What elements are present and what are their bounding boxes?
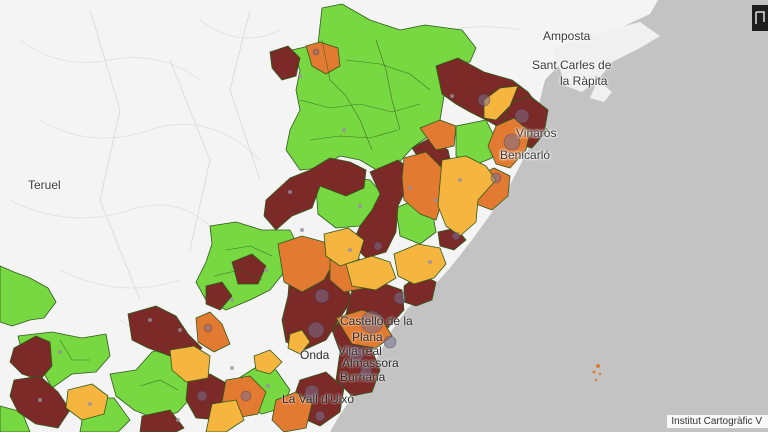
circle-vilareal xyxy=(347,345,365,363)
region-yellow-south-center xyxy=(205,399,245,432)
circle-sw4 xyxy=(203,323,213,333)
circle-ne2 xyxy=(514,108,530,124)
region-maroon-central-west xyxy=(263,157,367,231)
region-yellow-west xyxy=(169,345,211,383)
place-label-la-vall-duixo: La Vall d'Uixó xyxy=(282,392,355,406)
ebro-delta xyxy=(552,22,660,92)
circle-sw2 xyxy=(240,390,252,402)
place-label-benicarlo: Benicarló xyxy=(500,148,551,162)
circle-vinaros xyxy=(503,133,521,151)
region-maroon-north-top xyxy=(269,45,301,81)
circle-mid1 xyxy=(314,288,330,304)
region-yellow-coast xyxy=(393,243,447,285)
place-label-almassora: Almassora xyxy=(342,356,399,370)
circle-castello xyxy=(360,310,384,334)
region-orange-bottom-coast xyxy=(271,391,313,432)
place-label-castello-2: Plana xyxy=(352,330,383,344)
region-green-far-west xyxy=(0,265,57,327)
place-label-castello-1: Castelló de la xyxy=(340,314,413,328)
circle-northeast xyxy=(477,93,491,107)
circle-mid3 xyxy=(373,241,383,251)
place-label-vinaros: Vinaròs xyxy=(516,126,557,140)
circle-mid4 xyxy=(451,231,461,241)
circle-benicarlo xyxy=(490,172,502,184)
fullscreen-icon xyxy=(755,11,765,24)
map-attribution: Institut Cartogràfic V xyxy=(667,415,768,428)
circle-sw1 xyxy=(196,390,208,402)
region-maroon-south-bottom xyxy=(139,409,185,432)
region-yellow-benicarlo xyxy=(437,155,497,237)
place-label-burriana: Burriana xyxy=(340,370,386,384)
circle-mid2 xyxy=(393,291,407,305)
circle-north1 xyxy=(312,48,320,56)
circle-burriana xyxy=(359,365,373,379)
region-yellow-southwest xyxy=(65,383,109,421)
region-yellow-small-west xyxy=(253,349,283,375)
place-label-sant-carles-1: Sant Carles de xyxy=(532,58,612,72)
place-label-sant-carles-2: la Ràpita xyxy=(560,74,608,88)
place-label-teruel: Teruel xyxy=(28,178,61,192)
circle-sw3 xyxy=(314,410,326,422)
region-orange-vinaros xyxy=(419,119,457,151)
region-maroon-west-margin xyxy=(9,335,53,381)
region-orange-west xyxy=(195,311,231,353)
circle-onda xyxy=(307,321,325,339)
region-green-far-left-bottom xyxy=(0,405,31,432)
region-maroon-west-small xyxy=(231,253,267,285)
place-label-vila-real: Vila-real xyxy=(338,344,382,358)
circle-valldiuxo xyxy=(304,384,320,400)
map-control-button[interactable] xyxy=(752,5,768,31)
region-orange-inland xyxy=(277,235,335,293)
circle-almassora xyxy=(383,335,397,349)
region-maroon-mid-west xyxy=(205,281,233,311)
region-yellow-onda xyxy=(287,329,311,355)
place-label-amposta: Amposta xyxy=(543,29,591,43)
place-label-onda: Onda xyxy=(300,348,330,362)
region-orange-central xyxy=(401,151,445,221)
islands-columbretes xyxy=(596,364,600,368)
region-yellow-vinaros xyxy=(483,85,519,121)
region-yellow-castello xyxy=(345,255,397,291)
